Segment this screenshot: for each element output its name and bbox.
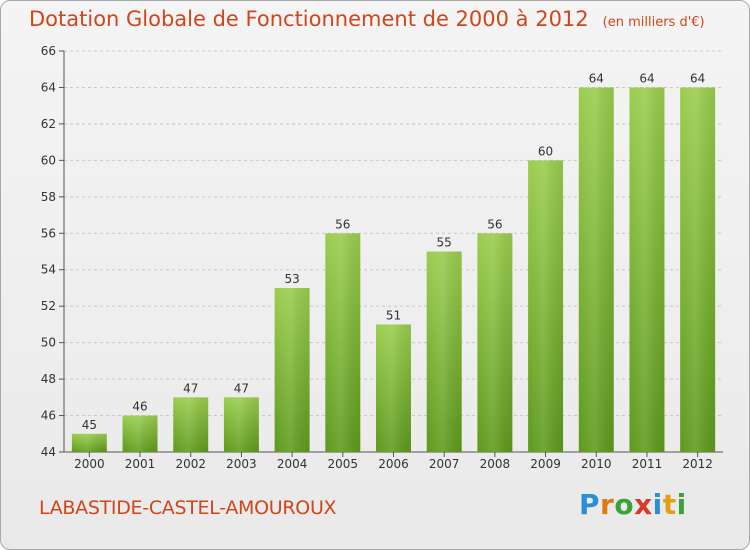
bar-shine: [629, 87, 665, 453]
commune-name: LABASTIDE-CASTEL-AMOUROUX: [39, 497, 337, 519]
x-tick-label-2009: 2009: [530, 457, 561, 471]
x-tick-label-2002: 2002: [175, 457, 206, 471]
logo-letter: x: [634, 488, 653, 521]
label-layer: 45 2000 46 2001 47 2002 47 2003 53 2004 56 2005 51 20…: [74, 71, 713, 471]
y-tick-label: 64: [41, 80, 56, 94]
y-tick-label: 66: [41, 44, 56, 58]
logo-letter: i: [676, 488, 687, 521]
bar-shine: [376, 324, 411, 452]
bar-shine: [477, 233, 513, 452]
x-tick-label-2006: 2006: [378, 457, 409, 471]
value-label-2007: 55: [437, 236, 452, 250]
bar-shine: [426, 251, 462, 452]
x-tick-label-2011: 2011: [632, 457, 663, 471]
value-label-2005: 56: [335, 217, 350, 231]
logo-letter: i: [652, 488, 663, 521]
x-tick-label-2000: 2000: [74, 457, 105, 471]
y-tick-label: 50: [41, 336, 56, 350]
value-label-2009: 60: [538, 144, 553, 158]
y-tick-label: 58: [41, 190, 56, 204]
proxiti-logo: Proxiti: [579, 488, 687, 521]
x-tick-label-2010: 2010: [581, 457, 612, 471]
value-label-2003: 47: [234, 381, 249, 395]
chart-title-text: Dotation Globale de Fonctionnement de 20…: [29, 7, 589, 31]
y-tick-label: 60: [41, 153, 56, 167]
x-tick-label-2007: 2007: [429, 457, 460, 471]
x-tick-label-2003: 2003: [226, 457, 257, 471]
bar-shine: [325, 233, 361, 452]
y-tick-label: 44: [41, 445, 56, 459]
y-tick-label: 48: [41, 372, 56, 386]
bar-shine: [528, 160, 564, 452]
bar-shine: [71, 433, 107, 452]
bar-shine: [578, 87, 614, 453]
y-tick-label: 54: [41, 263, 56, 277]
x-tick-label-2008: 2008: [480, 457, 511, 471]
y-tick-label: 56: [41, 226, 56, 240]
x-tick-label-2005: 2005: [328, 457, 359, 471]
value-label-2008: 56: [487, 217, 502, 231]
bar-shine: [122, 415, 158, 452]
value-label-2012: 64: [690, 71, 705, 85]
x-tick-label-2004: 2004: [277, 457, 308, 471]
bar-shine: [223, 397, 259, 452]
y-tick-label: 62: [41, 117, 56, 131]
logo-letter: o: [614, 488, 635, 521]
bar-shine: [274, 287, 310, 452]
value-label-2001: 46: [132, 400, 147, 414]
bar-shine: [680, 87, 716, 453]
value-label-2004: 53: [284, 272, 299, 286]
bar-shine: [173, 397, 209, 452]
value-label-2011: 64: [639, 71, 654, 85]
chart-subtitle: (en milliers d'€): [602, 15, 705, 30]
axis-layer: 44 46 48 50 52 54 56 58 60 62 64 66: [41, 44, 723, 459]
logo-letter: r: [600, 488, 615, 521]
value-label-2006: 51: [386, 308, 401, 322]
value-label-2002: 47: [183, 381, 198, 395]
x-tick-label-2012: 2012: [682, 457, 713, 471]
logo-letter: P: [579, 488, 601, 521]
x-tick-label-2001: 2001: [125, 457, 156, 471]
logo-letter: t: [662, 488, 677, 521]
bar-layer: [71, 87, 716, 453]
value-label-2010: 64: [589, 71, 604, 85]
y-tick-label: 46: [41, 409, 56, 423]
value-label-2000: 45: [82, 418, 97, 432]
chart-title: Dotation Globale de Fonctionnement de 20…: [29, 7, 705, 31]
y-tick-label: 52: [41, 299, 56, 313]
